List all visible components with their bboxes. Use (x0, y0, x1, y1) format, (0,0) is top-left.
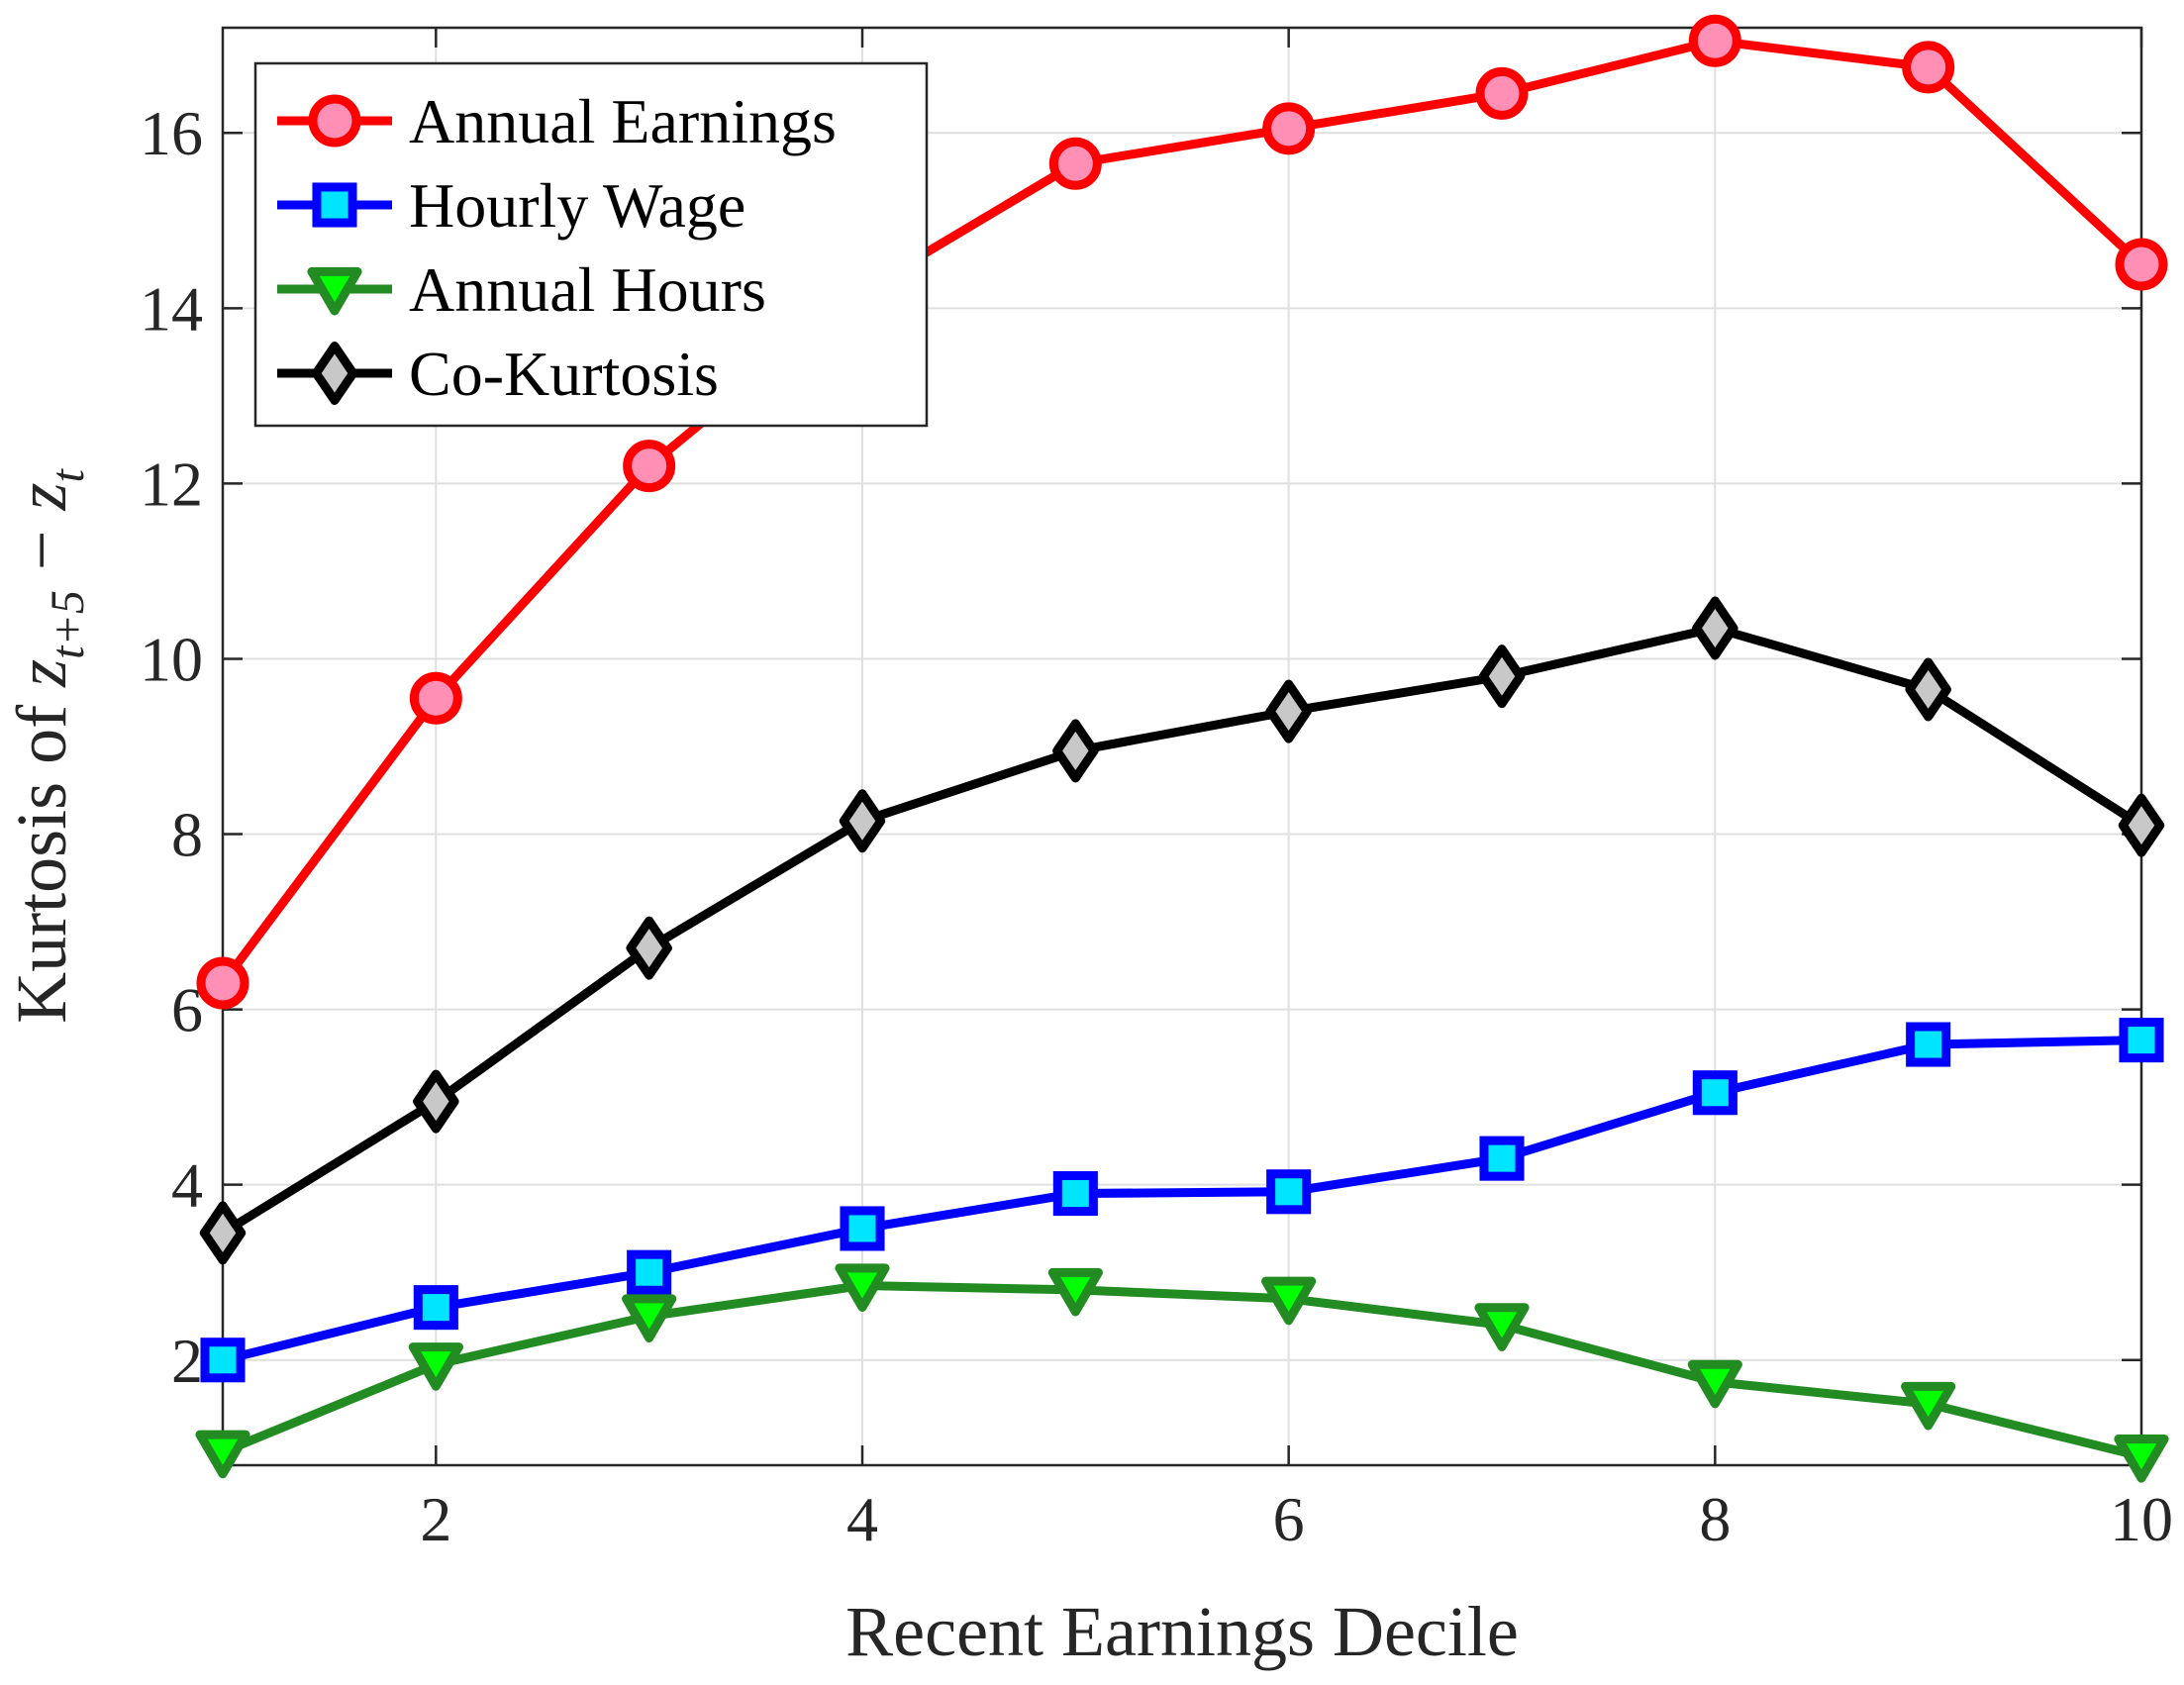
x-tick-label: 8 (1699, 1484, 1731, 1554)
data-point-co-kurtosis (1478, 644, 1526, 709)
data-point-hourly-wage (840, 1206, 885, 1251)
y-tick-label: 10 (140, 624, 203, 694)
x-tick-label: 6 (1273, 1484, 1305, 1554)
data-point-annual-hours (1901, 1381, 1956, 1431)
legend: Annual Earnings Hourly Wage Annual Hours Co… (253, 61, 929, 428)
data-point-annual-hours (622, 1294, 677, 1342)
y-axis-label-minus: − (2, 531, 81, 571)
series-line-hourly-wage (221, 1036, 2142, 1365)
x-tick-label: 2 (420, 1484, 451, 1554)
data-point-co-kurtosis (1265, 679, 1312, 743)
y-tick-label: 4 (171, 1150, 203, 1221)
data-point-hourly-wage (1266, 1169, 1312, 1215)
data-point-co-kurtosis (839, 789, 886, 853)
series-hourly-wage (200, 1018, 2164, 1383)
data-point-co-kurtosis (199, 1201, 247, 1265)
data-point-co-kurtosis (413, 1069, 459, 1134)
x-tick-labels: 2 4 6 8 10 (420, 1484, 2173, 1554)
data-point-annual-earnings (1475, 66, 1529, 120)
data-point-annual-hours (835, 1263, 890, 1312)
data-point-annual-hours (1047, 1267, 1103, 1317)
data-point-hourly-wage (1052, 1170, 1098, 1217)
y-axis-label-sub2: t (42, 467, 94, 482)
y-tick-label: 14 (140, 273, 203, 344)
y-axis-label-prefix: Kurtosis of (2, 687, 81, 1024)
y-tick-label: 12 (140, 448, 203, 519)
data-point-annual-hours (195, 1430, 250, 1479)
y-axis-label: Kurtosis of zt+5−zt (2, 467, 94, 1023)
data-point-hourly-wage (1906, 1022, 1951, 1067)
series-layer (195, 14, 2169, 1483)
series-line-annual-hours (221, 1281, 2143, 1461)
plot-area-frame (221, 26, 2143, 1467)
x-tick-label: 4 (846, 1484, 878, 1554)
x-axis-label: Recent Earnings Decile (845, 1592, 1519, 1671)
legend-label: Annual Hours (409, 254, 766, 325)
data-point-annual-earnings (1048, 137, 1102, 190)
data-point-hourly-wage (413, 1285, 458, 1331)
data-point-co-kurtosis (1905, 657, 1951, 722)
y-axis-label-var1: z (2, 659, 81, 688)
data-point-annual-earnings (623, 440, 676, 493)
data-point-annual-hours (408, 1342, 463, 1391)
series-line-annual-earnings (219, 36, 2145, 986)
y-tick-label: 8 (171, 800, 203, 870)
legend-entry-annual-earnings: Annual Earnings (277, 86, 837, 156)
y-tick-label: 2 (171, 1326, 203, 1396)
data-point-hourly-wage (627, 1249, 672, 1295)
data-point-annual-earnings (409, 671, 462, 725)
data-point-co-kurtosis (1052, 719, 1099, 783)
legend-marker (307, 266, 362, 316)
data-point-annual-hours (2114, 1435, 2169, 1483)
legend-label: Annual Earnings (409, 86, 837, 156)
series-co-kurtosis (199, 596, 2165, 1265)
data-point-hourly-wage (1479, 1136, 1525, 1181)
x-tick-label: 10 (2110, 1484, 2173, 1554)
legend-marker (311, 342, 358, 405)
legend-entry-hourly-wage: Hourly Wage (277, 170, 745, 241)
data-point-annual-hours (1474, 1303, 1530, 1351)
legend-entry-co-kurtosis: Co-Kurtosis (277, 339, 719, 409)
data-point-annual-hours (1687, 1359, 1742, 1409)
data-point-annual-earnings (1688, 14, 1741, 67)
data-point-annual-earnings (196, 956, 249, 1010)
data-point-annual-earnings (1902, 41, 1955, 94)
data-point-hourly-wage (2119, 1018, 2164, 1063)
legend-label: Co-Kurtosis (409, 339, 719, 409)
series-annual-hours (195, 1263, 2169, 1483)
y-axis-label-sub1: t+5 (42, 590, 94, 659)
data-point-annual-earnings (2115, 238, 2168, 291)
legend-marker (308, 94, 361, 148)
data-point-co-kurtosis (2118, 793, 2165, 857)
data-point-annual-hours (1261, 1276, 1317, 1326)
data-point-hourly-wage (1692, 1070, 1737, 1116)
y-axis-label-var2: z (2, 482, 81, 511)
data-point-hourly-wage (200, 1338, 246, 1383)
y-tick-label: 16 (140, 98, 203, 168)
data-point-co-kurtosis (1692, 596, 1738, 660)
data-point-annual-earnings (1262, 102, 1316, 155)
legend-label: Hourly Wage (409, 170, 745, 241)
data-point-co-kurtosis (626, 916, 672, 980)
legend-entry-annual-hours: Annual Hours (277, 254, 766, 325)
legend-marker (312, 182, 357, 228)
series-line-co-kurtosis (220, 623, 2144, 1238)
